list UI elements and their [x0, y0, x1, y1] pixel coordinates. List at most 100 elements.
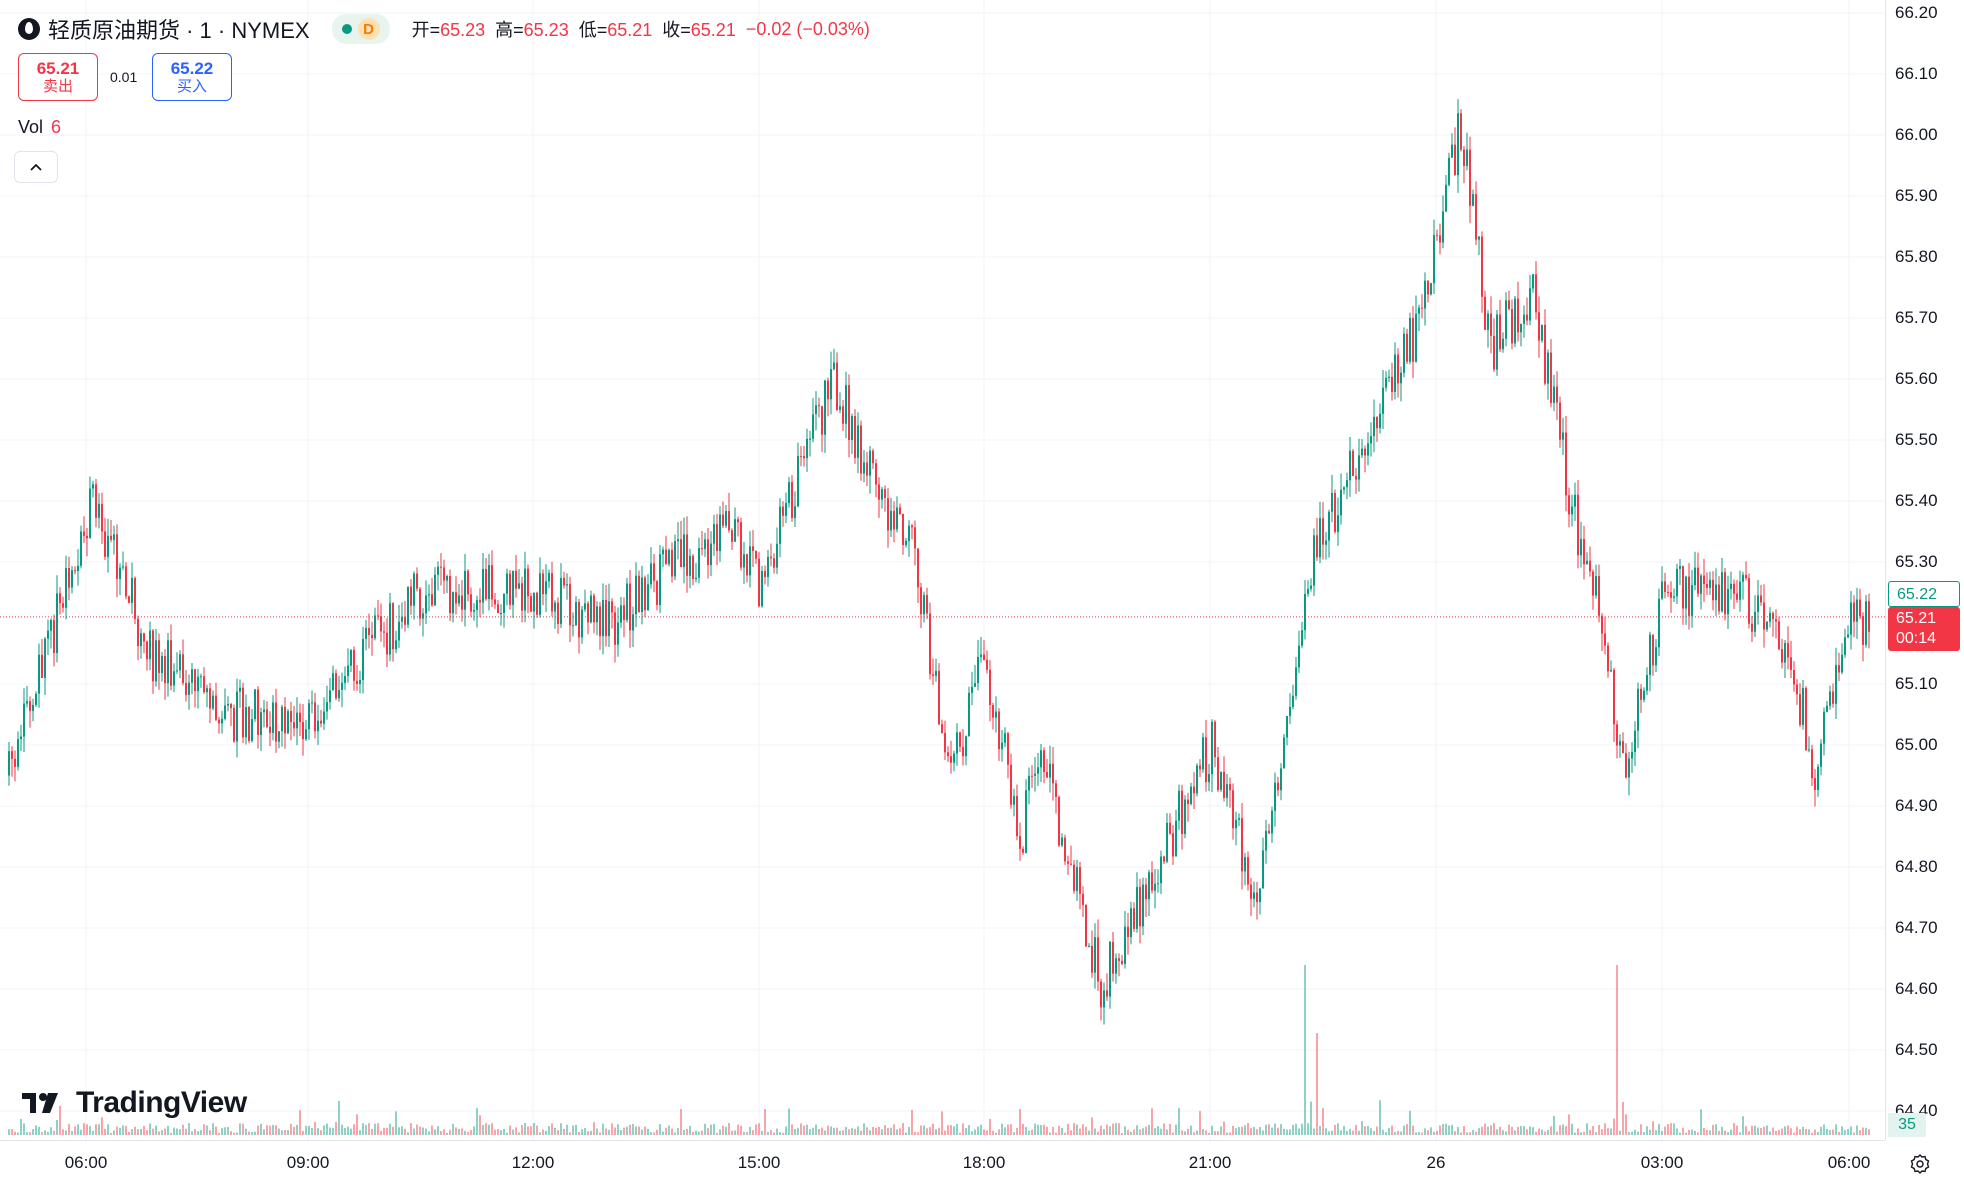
volume-bar [1697, 1132, 1699, 1135]
candle-body [1448, 157, 1450, 185]
volume-bar [1607, 1128, 1609, 1135]
candle-body [1751, 623, 1753, 632]
volume-bar [1355, 1125, 1357, 1135]
volume-bar [992, 1130, 994, 1135]
volume-bar [1367, 1125, 1369, 1135]
volume-bar [398, 1127, 400, 1135]
volume-bar [1850, 1126, 1852, 1135]
volume-bar [449, 1129, 451, 1135]
candle-body [1637, 688, 1639, 731]
volume-bar [23, 1123, 25, 1135]
candle-body [1565, 432, 1567, 496]
volume-bar [707, 1128, 709, 1135]
market-status-pill[interactable]: D [331, 14, 390, 44]
volume-bar [1406, 1124, 1408, 1135]
candle-body [35, 693, 37, 705]
candle-body [260, 712, 262, 735]
price-tick-label: 65.90 [1895, 186, 1938, 205]
candle-body [899, 507, 901, 515]
volume-bar [464, 1130, 466, 1135]
candle-body [758, 558, 760, 607]
candle-body [503, 593, 505, 614]
buy-button[interactable]: 65.22 买入 [152, 53, 232, 101]
candle-body [1316, 535, 1318, 558]
symbol-title[interactable]: 轻质原油期货 · 1 · NYMEX [48, 18, 310, 43]
candle-body [1538, 312, 1540, 341]
candle-body [434, 574, 436, 606]
volume-bar [836, 1127, 838, 1135]
candle-body [344, 676, 346, 683]
price-tick-label: 64.70 [1895, 918, 1938, 937]
price-axis[interactable]: 66.20 66.10 66.00 65.90 65.80 65.70 65.60 65.50… [1885, 0, 1964, 1140]
volume-bar [356, 1114, 358, 1135]
tradingview-logo[interactable]: TradingView [22, 1086, 247, 1120]
volume-bar [905, 1132, 907, 1135]
volume-bar [332, 1127, 334, 1135]
volume-bar [1856, 1125, 1858, 1135]
candle-body [152, 630, 154, 682]
volume-bar [1649, 1129, 1651, 1135]
volume-bar [1220, 1126, 1222, 1135]
candle-body [1610, 669, 1612, 672]
volume-bar [1511, 1126, 1513, 1135]
candle-body [284, 706, 286, 734]
candle-body [1721, 572, 1723, 612]
candle-body [1868, 601, 1870, 632]
candle-body [728, 511, 730, 531]
candle-body [1184, 799, 1186, 834]
time-axis[interactable]: 06:00 09:00 12:00 15:00 18:00 21:00 26 03:00 06:… [0, 1140, 1885, 1187]
candle-body [545, 581, 547, 595]
candle-body [1067, 861, 1069, 864]
volume-bar [98, 1124, 100, 1135]
price-chart[interactable] [0, 0, 1885, 1140]
volume-bar [1067, 1123, 1069, 1135]
volume-bar [1520, 1126, 1522, 1135]
candle-body [653, 563, 655, 581]
volume-bar [1124, 1126, 1126, 1135]
volume-bar [443, 1129, 445, 1135]
volume-bar [1085, 1126, 1087, 1135]
volume-bar [1457, 1127, 1459, 1135]
candle-body [1061, 837, 1063, 846]
candle-body [1679, 566, 1681, 569]
sell-button[interactable]: 65.21 卖出 [18, 53, 98, 101]
buy-label: 买入 [176, 78, 207, 95]
volume-bar [419, 1126, 421, 1135]
volume-bar [1754, 1125, 1756, 1135]
candle-body [1367, 443, 1369, 456]
candle-body [1100, 981, 1102, 1008]
volume-bar [497, 1129, 499, 1135]
candle-body [275, 702, 277, 742]
volume-bar [593, 1122, 595, 1135]
candle-body [1199, 765, 1201, 770]
chart-settings-button[interactable] [1905, 1149, 1935, 1179]
candle-body [1676, 568, 1678, 597]
volume-bar [1112, 1123, 1114, 1135]
candle-body [1181, 790, 1183, 834]
candle-body [527, 568, 529, 597]
volume-bar [845, 1126, 847, 1135]
candle-body [1190, 786, 1192, 805]
chart-area[interactable] [0, 0, 1885, 1140]
volume-bar [1181, 1130, 1183, 1135]
candle-body [161, 655, 163, 674]
candle-body [1013, 796, 1015, 805]
candle-body [1865, 601, 1867, 645]
candle-body [1313, 535, 1315, 586]
volume-bar [788, 1108, 790, 1135]
price-tick-label: 66.20 [1895, 3, 1938, 22]
volume-bar [1724, 1130, 1726, 1135]
volume-bar [59, 1106, 61, 1135]
candle-body [1487, 313, 1489, 330]
candle-body [491, 565, 493, 600]
volume-legend[interactable]: Vol 6 [18, 117, 61, 138]
volume-bar [1841, 1126, 1843, 1135]
volume-bar [1004, 1127, 1006, 1135]
collapse-legend-button[interactable] [14, 151, 58, 183]
candle-body [407, 586, 409, 625]
volume-bar [1046, 1126, 1048, 1135]
candle-body [773, 558, 775, 568]
candle-body [95, 484, 97, 518]
volume-bar [503, 1128, 505, 1135]
volume-bar [728, 1123, 730, 1135]
